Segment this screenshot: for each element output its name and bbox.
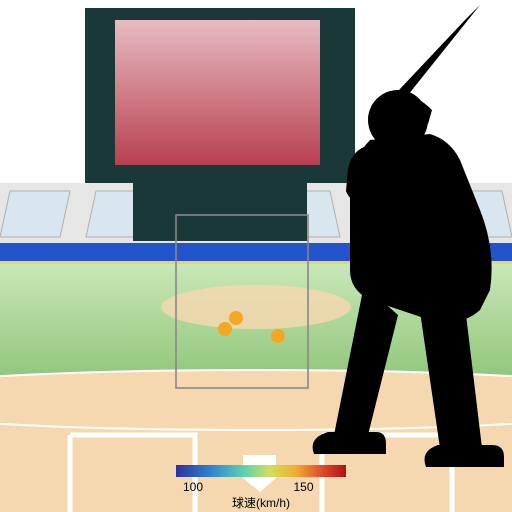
speed-colorbar <box>176 465 346 477</box>
pitch-marker <box>229 311 243 325</box>
pitch-location-chart: 100 150球速(km/h) <box>0 0 512 512</box>
pitch-marker <box>271 329 285 343</box>
pitch-marker <box>218 322 232 336</box>
colorbar-tick: 150 <box>293 480 313 494</box>
colorbar-tick: 100 <box>183 480 203 494</box>
colorbar-label: 球速(km/h) <box>232 496 290 510</box>
